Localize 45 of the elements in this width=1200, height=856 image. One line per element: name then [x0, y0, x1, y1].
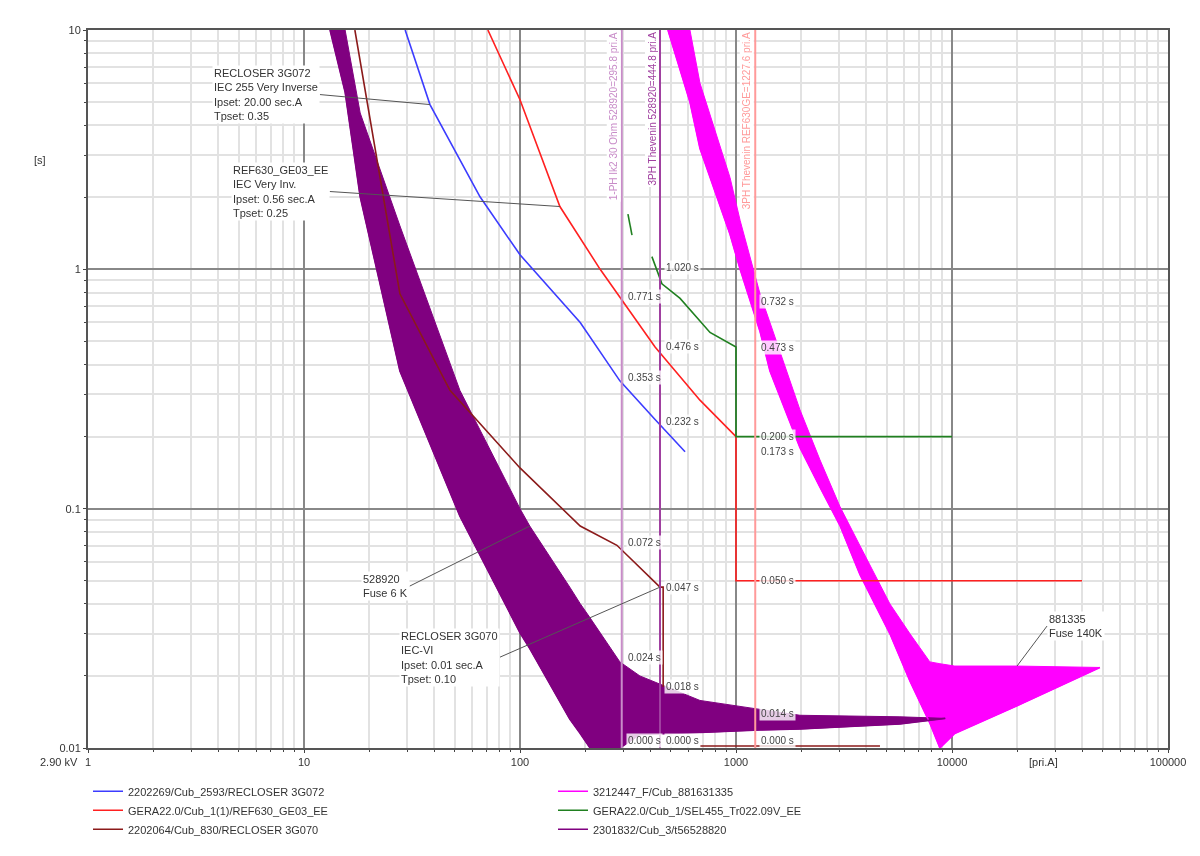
annotation: 0.000 s — [666, 735, 699, 746]
annotation: 881335 Fuse 140K — [1049, 613, 1103, 640]
annotation: 0.014 s — [761, 708, 794, 719]
annotation: 0.000 s — [628, 735, 661, 746]
legend-label: GERA22.0/Cub_1/SEL455_Tr022.09V_EE — [593, 804, 802, 817]
annotation: 0.771 s — [628, 291, 661, 302]
x-tick-label: 10000 — [936, 756, 968, 769]
annotation: 0.353 s — [628, 372, 661, 383]
y-tick-label: 10 — [68, 23, 81, 36]
annotation: 0.473 s — [761, 342, 794, 353]
x-tick-label: 100000 — [1149, 756, 1187, 769]
annotation: 0.732 s — [761, 296, 794, 307]
x-tick-label: 10 — [297, 756, 311, 769]
annotation: 0.018 s — [666, 681, 699, 692]
annotation: RECLOSER 3G072 IEC 255 Very Inverse Ipset: 20.00 sec.A Tpset: 0.35 — [214, 67, 318, 122]
annotation: 0.200 s — [761, 431, 794, 442]
annotation: 0.173 s — [761, 446, 794, 457]
x-tick-label: 1000 — [723, 756, 749, 769]
legend-label: GERA22.0/Cub_1(1)/REF630_GE03_EE — [128, 804, 328, 817]
annotation: 1.020 s — [666, 262, 699, 273]
annotation: RECLOSER 3G070 IEC-VI Ipset: 0.01 sec.A Tpset: 0.10 — [401, 630, 498, 685]
ref-line-label: 3PH Thevenin REF630GE=1227.6 pri.A — [741, 32, 753, 210]
x-tick-label: 1 — [84, 756, 92, 769]
annotation: 0.476 s — [666, 341, 699, 352]
annotation: 0.072 s — [628, 537, 661, 548]
annotation: 0.024 s — [628, 652, 661, 663]
annotation: 0.047 s — [666, 582, 699, 593]
legend-label: 3212447_F/Cub_881631335 — [593, 785, 734, 798]
ref-line-label: 3PH Thevenin 528920=444.8 pri.A — [646, 31, 658, 186]
annotation: 0.050 s — [761, 575, 794, 586]
x-axis-title: [pri.A] — [1029, 756, 1058, 768]
y-tick-label: 0.01 — [59, 741, 81, 754]
y-axis-title: [s] — [34, 154, 46, 166]
legend-label: 2301832/Cub_3/t56528820 — [593, 823, 727, 836]
y-tick-label: 0.1 — [65, 502, 81, 515]
y-tick-label: 1 — [74, 263, 81, 276]
legend-label: 2202064/Cub_830/RECLOSER 3G070 — [128, 823, 319, 836]
legend-label: 2202269/Cub_2593/RECLOSER 3G072 — [128, 785, 325, 798]
annotation: 0.000 s — [761, 735, 794, 746]
ref-line-label: 1-PH Ik2 30 Ohm 528920=295.8 pri.A — [608, 32, 620, 201]
annotation: 528920 Fuse 6 K — [363, 573, 408, 600]
annotation: 0.232 s — [666, 416, 699, 427]
text: 2.90 kV — [40, 756, 78, 768]
x-tick-label: 100 — [510, 756, 530, 769]
annotation: REF630_GE03_EE IEC Very Inv. Ipset: 0.56 sec.A Tpset: 0.25 — [233, 164, 329, 219]
